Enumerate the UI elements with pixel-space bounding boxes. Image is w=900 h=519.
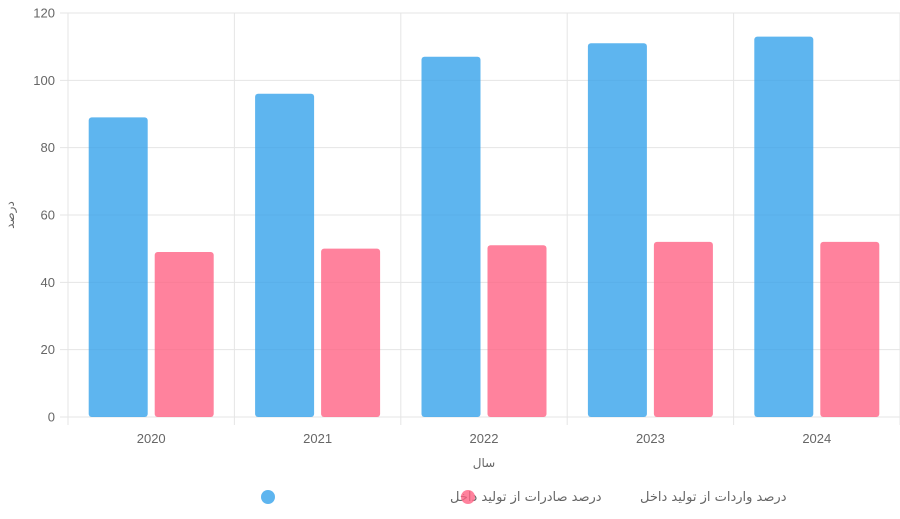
bar-imports-2022[interactable] — [487, 245, 547, 417]
y-axis-title: درصد — [3, 201, 18, 229]
x-tick-label: 2023 — [636, 431, 665, 446]
x-axis-title: سال — [473, 456, 495, 470]
bar-imports-2023[interactable] — [653, 241, 713, 417]
legend[interactable]: درصد صادرات از تولید داخل درصد واردات از … — [261, 490, 787, 505]
x-tick-label: 2020 — [137, 431, 166, 446]
y-tick-label: 0 — [48, 410, 55, 425]
legend-label-1[interactable]: درصد واردات از تولید داخل — [640, 490, 787, 505]
x-tick-label: 2022 — [470, 431, 499, 446]
legend-label-0[interactable]: درصد صادرات از تولید داخل — [450, 490, 602, 505]
bar-imports-2020[interactable] — [154, 252, 214, 417]
legend-dot-0[interactable] — [261, 490, 275, 504]
legend-dot-1[interactable] — [461, 490, 475, 504]
y-tick-label: 60 — [41, 208, 55, 223]
bar-imports-2024[interactable] — [820, 241, 880, 417]
x-axis-ticks: 2020 2021 2022 2023 2024 — [137, 431, 832, 446]
bar-imports-2021[interactable] — [321, 248, 381, 417]
bar-exports-2023[interactable] — [587, 43, 647, 418]
y-tick-label: 80 — [41, 140, 55, 155]
y-tick-label: 20 — [41, 342, 55, 357]
bar-exports-2020[interactable] — [88, 117, 148, 417]
y-tick-label: 120 — [33, 6, 55, 21]
y-tick-label: 100 — [33, 73, 55, 88]
bars-group — [88, 36, 880, 418]
bar-exports-2021[interactable] — [255, 93, 315, 418]
bar-exports-2024[interactable] — [754, 36, 814, 418]
y-tick-label: 40 — [41, 275, 55, 290]
x-tick-label: 2021 — [303, 431, 332, 446]
bar-exports-2022[interactable] — [421, 56, 481, 418]
y-axis-ticks: 0 20 40 60 80 100 120 — [33, 6, 55, 425]
x-tick-label: 2024 — [802, 431, 831, 446]
